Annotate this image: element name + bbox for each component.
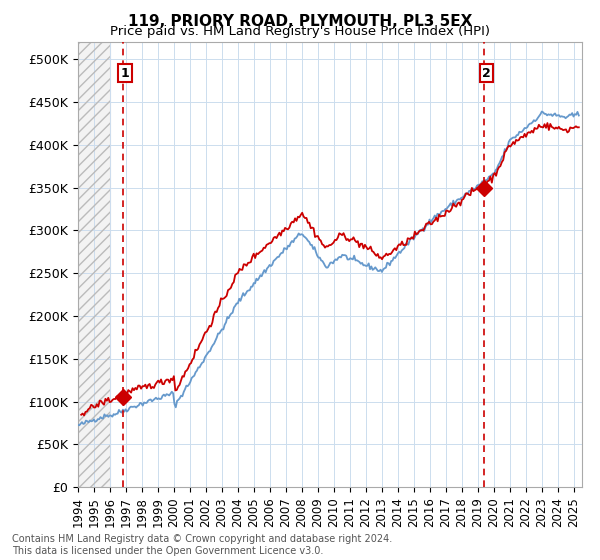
Bar — [78, 42, 110, 487]
Text: 119, PRIORY ROAD, PLYMOUTH, PL3 5EX: 119, PRIORY ROAD, PLYMOUTH, PL3 5EX — [128, 14, 472, 29]
Text: Price paid vs. HM Land Registry's House Price Index (HPI): Price paid vs. HM Land Registry's House … — [110, 25, 490, 38]
Text: Contains HM Land Registry data © Crown copyright and database right 2024.
This d: Contains HM Land Registry data © Crown c… — [12, 534, 392, 556]
Text: 1: 1 — [121, 67, 130, 80]
Text: 2: 2 — [482, 67, 491, 80]
Bar — [78, 42, 110, 487]
